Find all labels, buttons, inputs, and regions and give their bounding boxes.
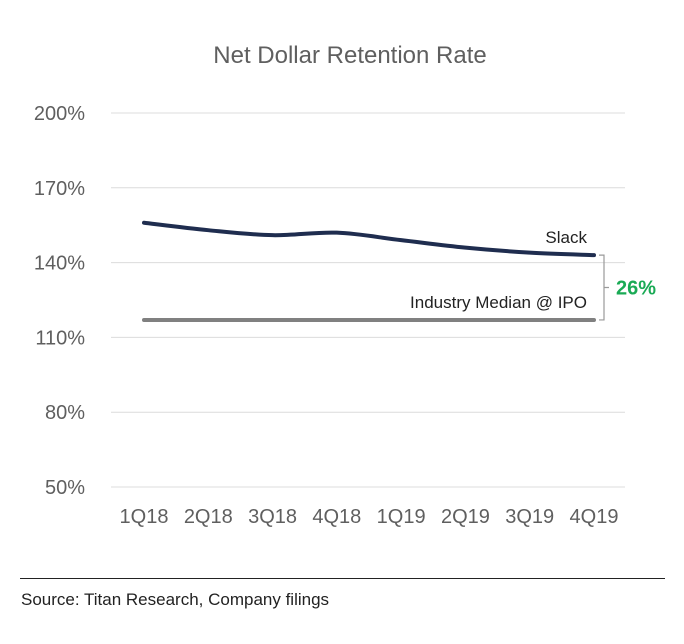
x-tick-label: 3Q19: [505, 506, 554, 528]
y-tick-label: 200%: [34, 103, 85, 125]
x-tick-label: 4Q19: [570, 506, 619, 528]
y-tick-label: 50%: [45, 477, 85, 499]
series-line-slack: [142, 220, 596, 258]
x-tick-label: 1Q19: [377, 506, 426, 528]
series-labels: Slack Industry Median @ IPO: [410, 228, 587, 312]
x-axis-ticks: 1Q18 2Q18 3Q18 4Q18 1Q19 2Q19 3Q19 4Q19: [120, 506, 619, 528]
series-label: Slack: [545, 228, 587, 247]
y-tick-label: 110%: [35, 327, 85, 349]
difference-bracket: [599, 254, 609, 321]
y-tick-label: 140%: [34, 253, 85, 275]
series-label: Industry Median @ IPO: [410, 293, 587, 312]
series-lines: [142, 220, 596, 322]
x-tick-label: 4Q18: [312, 506, 361, 528]
x-tick-label: 1Q18: [120, 506, 169, 528]
y-axis-ticks: 200% 170% 140% 110% 80% 50%: [34, 103, 85, 499]
difference-label: 26%: [616, 278, 656, 300]
source-note: Source: Titan Research, Company filings: [21, 590, 330, 609]
footer-divider: [20, 578, 665, 579]
chart-title: Net Dollar Retention Rate: [213, 42, 486, 69]
y-tick-label: 80%: [45, 402, 85, 424]
y-tick-label: 170%: [34, 178, 85, 200]
gridlines: [111, 112, 625, 488]
difference-annotation: 26%: [599, 254, 656, 321]
x-tick-label: 3Q18: [248, 506, 297, 528]
x-tick-label: 2Q19: [441, 506, 490, 528]
x-tick-label: 2Q18: [184, 506, 233, 528]
